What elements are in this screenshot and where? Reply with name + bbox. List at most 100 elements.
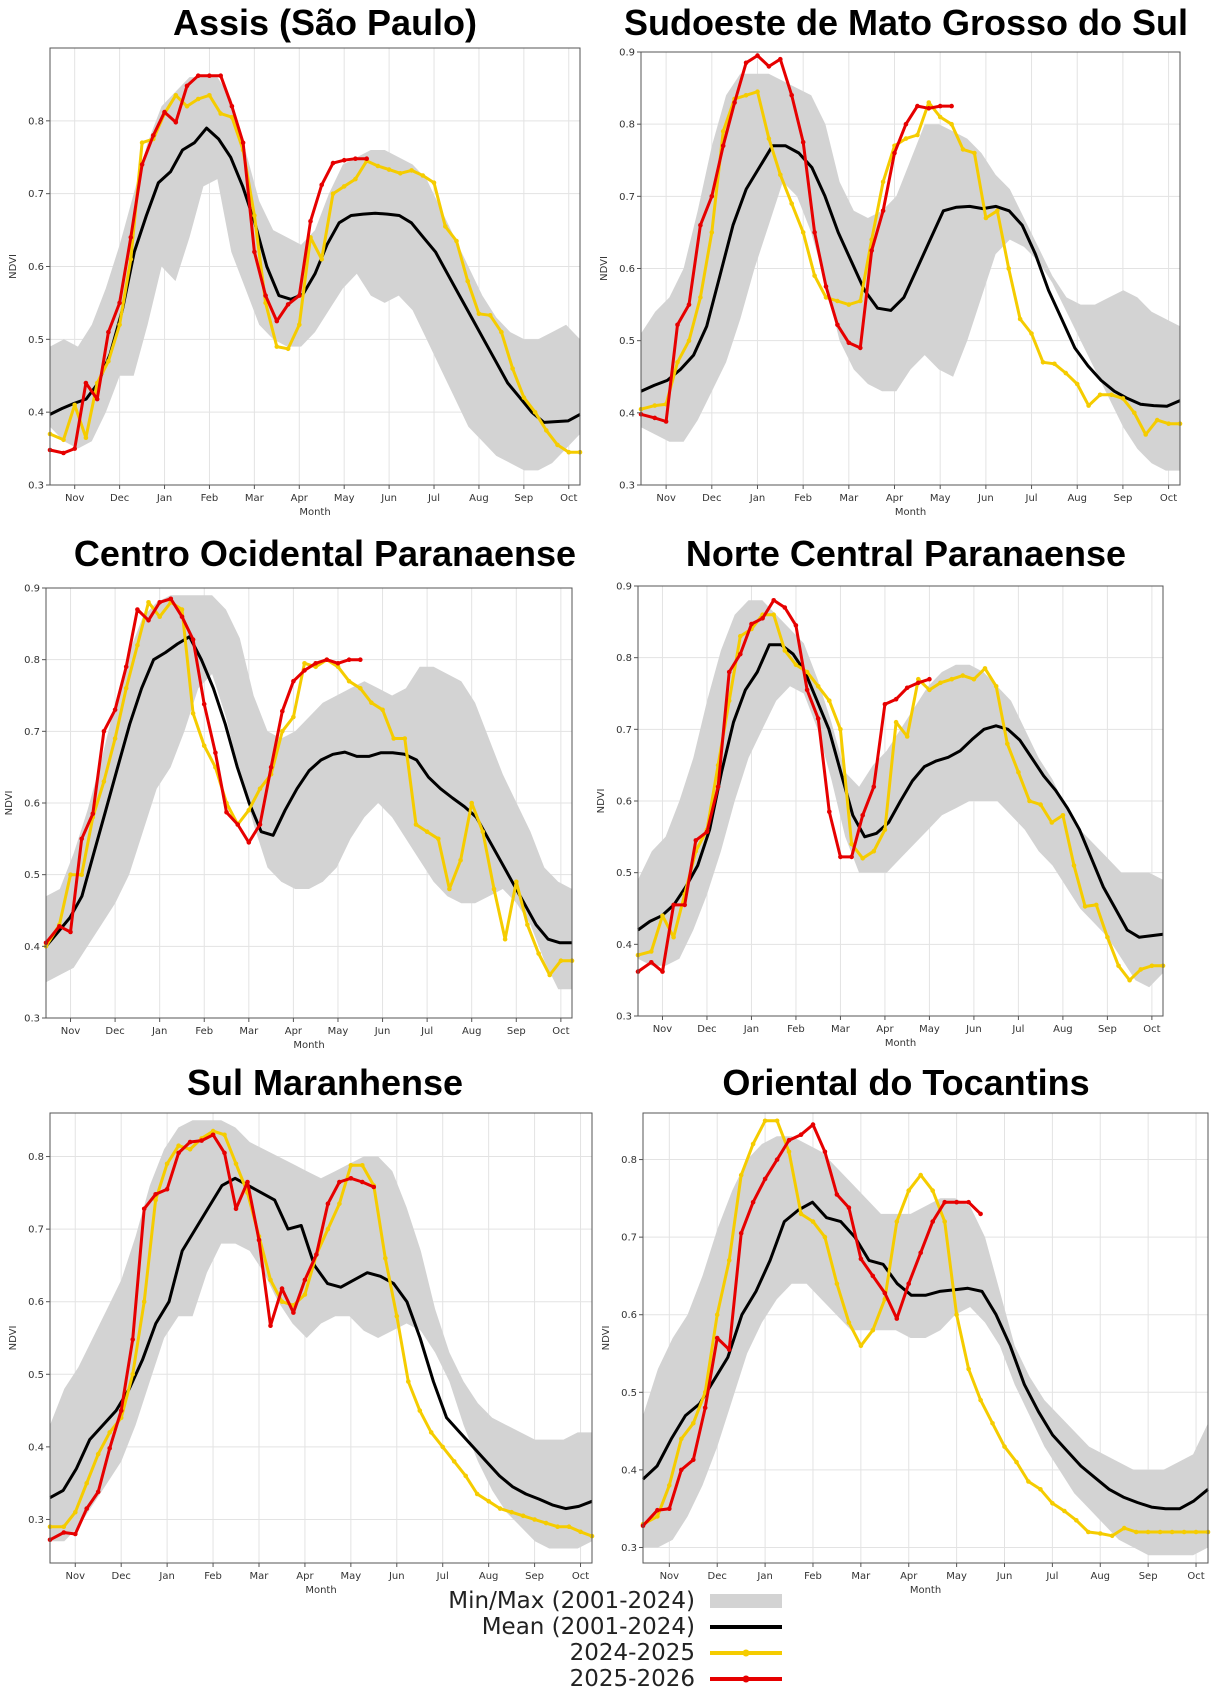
series-2024-2025-point [774, 1118, 780, 1124]
series-2024-2025-point [812, 273, 817, 278]
series-2024-2025-point [428, 1430, 434, 1435]
series-2025-2026-point [663, 419, 669, 424]
y-tick-label: 0.5 [619, 336, 635, 347]
series-2024-2025-point [218, 111, 223, 116]
series-2024-2025-point [543, 1520, 549, 1526]
series-2024-2025-point [949, 121, 954, 127]
series-2024-2025-point [927, 687, 932, 693]
y-tick-label: 0.4 [28, 408, 44, 419]
mean-line [49, 1176, 593, 1511]
series-2024-2025-point [771, 612, 776, 617]
series-2024-2025-point [915, 132, 920, 138]
x-tick-label: Aug [1067, 493, 1087, 504]
series-2025-2026-point [364, 156, 370, 161]
series-2024-2025-point [291, 714, 296, 720]
series-2025-2026-point [904, 685, 910, 691]
series-2024-2025-point [179, 607, 185, 612]
series-2025-2026-point [860, 813, 865, 818]
series-2024-2025-point [766, 136, 772, 141]
series-2024-2025-point [521, 395, 527, 400]
x-tick-label: Aug [1053, 1024, 1073, 1035]
series-2024-2025-point [926, 100, 932, 105]
series-2024-2025-point [869, 237, 874, 242]
series-2025-2026-point [893, 696, 899, 702]
series-2024-2025-point [918, 1172, 923, 1178]
series-2024-2025-point [793, 662, 799, 668]
series-2024-2025-point [319, 256, 325, 262]
series-2024-2025-point [993, 684, 999, 689]
series-2024-2025-point [1154, 417, 1160, 423]
series-2025-2026-point [918, 1250, 923, 1255]
y-tick-label: 0.9 [619, 48, 635, 59]
series-2024-2025-point [709, 230, 715, 235]
series-2025-2026-point [755, 53, 760, 58]
series-2024-2025-point [667, 1483, 672, 1488]
x-tick-label: Feb [204, 1571, 222, 1582]
y-axis-label: NDVI [596, 789, 607, 814]
chart-plot: Nov Dec Jan Feb Mar Apr May Jun Jul Aug Sep Oct 0.3 0… [599, 48, 1183, 518]
series-2024-2025-point [325, 1226, 331, 1232]
series-2024-2025-point [1109, 392, 1114, 398]
series-2025-2026-point [715, 784, 721, 789]
minmax-band [641, 73, 1180, 471]
series-2024-2025-point [1097, 392, 1103, 398]
series-2024-2025-point [285, 346, 291, 352]
x-axis-label: Month [910, 1585, 941, 1596]
series-2024-2025-point [302, 1292, 308, 1297]
series-2024-2025-point [106, 358, 111, 364]
series-2024-2025-point [838, 727, 843, 732]
series-2024-2025-point [391, 736, 397, 741]
x-tick-label: Dec [105, 1026, 124, 1037]
series-2025-2026-point [762, 1176, 768, 1182]
x-tick-label: Jun [977, 493, 994, 504]
x-tick-label: Dec [112, 1571, 131, 1582]
x-tick-label: Aug [462, 1026, 482, 1037]
series-2025-2026-point [94, 396, 100, 402]
series-2025-2026-point [771, 598, 776, 603]
series-2024-2025-point [937, 114, 943, 120]
series-2024-2025-point [1062, 1508, 1067, 1514]
series-2025-2026-point [245, 1179, 250, 1185]
series-2024-2025-point [536, 951, 541, 956]
y-tick-label: 0.6 [28, 262, 44, 273]
series-2024-2025-point [1052, 361, 1057, 367]
series-2025-2026-point [274, 318, 280, 324]
legend-item-2025-2026: 2025-2026 [430, 1666, 810, 1692]
chart-plot: Nov Dec Jan Feb Mar Apr May Jun Jul Aug Sep Oct 0.3 0… [8, 47, 583, 518]
series-2025-2026-point [693, 838, 699, 843]
x-tick-label: Dec [697, 1024, 716, 1035]
series-2024-2025-point [726, 1258, 732, 1263]
y-tick-label: 0.6 [28, 1297, 44, 1308]
series-2024-2025-point [904, 734, 910, 739]
series-2024-2025-point [73, 1509, 78, 1515]
series-2024-2025-point [280, 729, 285, 734]
series-2025-2026-point [942, 1199, 947, 1205]
series-2024-2025-point [675, 360, 680, 365]
series-2025-2026-point [649, 960, 654, 965]
series-2025-2026-point [652, 415, 657, 421]
series-2024-2025-point [1016, 770, 1021, 775]
y-tick-label: 0.8 [619, 120, 635, 131]
series-2024-2025-point [750, 1141, 756, 1147]
series-2024-2025-point [463, 1473, 469, 1479]
x-tick-label: May [919, 1024, 940, 1035]
legend-label: Mean (2001-2024) [481, 1614, 695, 1640]
series-2024-2025-point [229, 114, 235, 120]
x-tick-label: Mar [831, 1024, 851, 1035]
series-2025-2026-point [834, 1192, 840, 1197]
series-2025-2026-point [846, 340, 852, 346]
series-2024-2025-point [447, 886, 452, 892]
series-2025-2026-point [760, 616, 765, 621]
y-tick-label: 0.8 [28, 116, 44, 127]
x-tick-label: Nov [656, 493, 676, 504]
chart-plot: Nov Dec Jan Feb Mar Apr May Jun Jul Aug Sep Oct 0.3 0… [8, 1112, 595, 1596]
y-tick-label: 0.3 [24, 1014, 40, 1025]
series-2024-2025-point [804, 669, 810, 675]
series-2025-2026-point [954, 1199, 959, 1205]
series-2024-2025-line [49, 93, 580, 454]
series-2024-2025-point [1074, 1518, 1079, 1523]
series-2024-2025-point [858, 298, 863, 304]
series-2024-2025-point [107, 1430, 112, 1435]
series-2024-2025-point [555, 1524, 560, 1529]
series-2024-2025-line [642, 1119, 1208, 1538]
